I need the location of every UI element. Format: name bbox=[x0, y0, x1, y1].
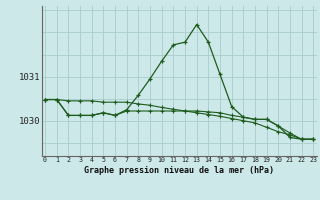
X-axis label: Graphe pression niveau de la mer (hPa): Graphe pression niveau de la mer (hPa) bbox=[84, 166, 274, 175]
